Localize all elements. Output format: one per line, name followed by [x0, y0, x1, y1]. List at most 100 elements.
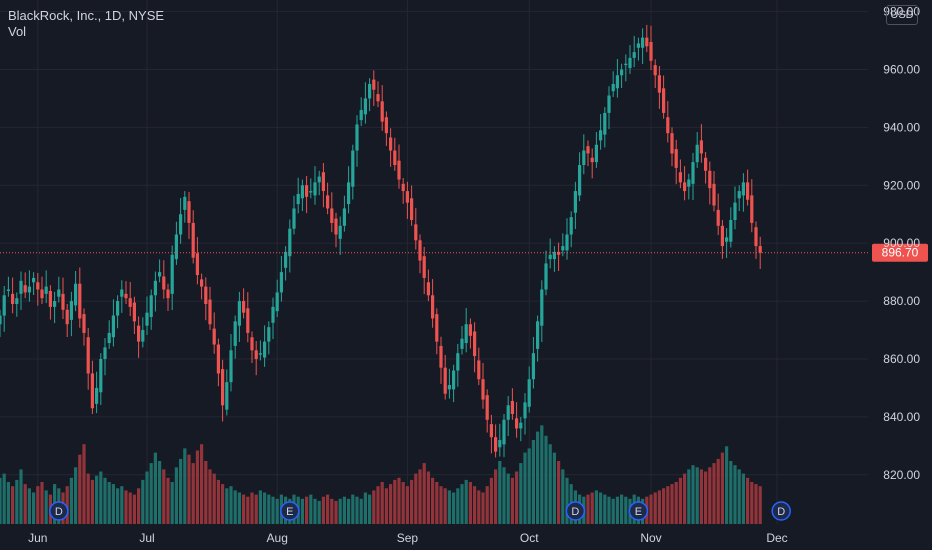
candle-body[interactable] [200, 279, 204, 287]
candle-body[interactable] [389, 137, 393, 151]
price-axis[interactable]: 980.00 960.00 940.00 920.00 900.00 880.00 860.… [883, 5, 920, 482]
candle-body[interactable] [225, 382, 229, 410]
candle-body[interactable] [561, 246, 565, 251]
currency-button[interactable]: USD [886, 5, 918, 25]
candle-body[interactable] [489, 424, 493, 438]
candle-body[interactable] [464, 324, 468, 344]
candle-body[interactable] [296, 193, 300, 205]
candle-body[interactable] [611, 83, 615, 92]
candle-body[interactable] [53, 301, 57, 307]
candle-body[interactable] [40, 289, 44, 299]
candle-body[interactable] [145, 312, 149, 326]
candle-body[interactable] [410, 198, 414, 221]
candle-body[interactable] [414, 224, 418, 241]
dividend-badge[interactable] [49, 501, 69, 521]
candle-body[interactable] [565, 234, 569, 251]
candle-body[interactable] [477, 360, 481, 380]
candle-body[interactable] [15, 298, 19, 304]
candle-body[interactable] [758, 246, 762, 253]
candle-body[interactable] [380, 101, 384, 122]
candle-body[interactable] [741, 182, 745, 196]
candle-body[interactable] [519, 422, 523, 429]
candle-body[interactable] [708, 170, 712, 189]
candle-body[interactable] [179, 214, 183, 235]
candle-body[interactable] [716, 209, 720, 226]
candle-body[interactable] [653, 65, 657, 76]
candle-body[interactable] [527, 379, 531, 407]
candle-body[interactable] [666, 117, 670, 134]
candle-body[interactable] [720, 225, 724, 247]
candle-body[interactable] [204, 286, 208, 304]
candle-body[interactable] [162, 276, 166, 290]
candle-body[interactable] [750, 195, 754, 223]
candle-body[interactable] [137, 325, 141, 342]
candle-body[interactable] [578, 165, 582, 196]
candle-body[interactable] [368, 83, 372, 99]
candle-body[interactable] [636, 43, 640, 48]
candle-body[interactable] [397, 160, 401, 180]
candle-body[interactable] [582, 150, 586, 166]
candle-body[interactable] [355, 124, 359, 151]
candle-body[interactable] [384, 117, 388, 134]
candle-body[interactable] [624, 63, 628, 66]
candle-body[interactable] [536, 321, 540, 349]
candle-body[interactable] [321, 172, 325, 192]
candle-body[interactable] [683, 182, 687, 192]
candle-body[interactable] [284, 251, 288, 268]
candle-body[interactable] [36, 282, 40, 290]
dividend-badge[interactable] [771, 501, 791, 521]
candle-body[interactable] [494, 437, 498, 452]
candle-body[interactable] [678, 172, 682, 183]
candle-body[interactable] [128, 298, 132, 307]
candle-body[interactable] [309, 191, 313, 193]
candle-body[interactable] [351, 150, 355, 187]
candle-body[interactable] [435, 314, 439, 342]
candle-body[interactable] [246, 308, 250, 333]
candle-body[interactable] [99, 358, 103, 393]
candle-body[interactable] [132, 302, 136, 322]
candle-body[interactable] [754, 227, 758, 247]
candle-body[interactable] [263, 341, 267, 358]
candle-body[interactable] [552, 251, 556, 260]
candle-body[interactable] [212, 328, 216, 345]
candle-body[interactable] [300, 185, 304, 199]
candle-body[interactable] [510, 400, 514, 414]
candle-body[interactable] [422, 256, 426, 278]
candle-body[interactable] [103, 347, 107, 359]
candle-body[interactable] [426, 282, 430, 296]
candle-body[interactable] [359, 110, 363, 121]
candle-body[interactable] [439, 345, 443, 368]
candle-body[interactable] [170, 254, 174, 294]
candle-body[interactable] [326, 195, 330, 209]
candle-body[interactable] [746, 182, 750, 200]
candle-body[interactable] [691, 162, 695, 184]
candle-body[interactable] [208, 299, 212, 325]
candle-body[interactable] [317, 176, 321, 183]
candle-body[interactable] [363, 98, 367, 115]
candle-body[interactable] [187, 201, 191, 223]
candle-body[interactable] [57, 289, 61, 297]
candle-body[interactable] [82, 314, 86, 333]
candle-body[interactable] [313, 182, 317, 196]
candle-body[interactable] [473, 331, 477, 357]
candle-body[interactable] [725, 237, 729, 242]
candle-body[interactable] [275, 292, 279, 312]
candle-body[interactable] [292, 208, 296, 229]
candle-body[interactable] [599, 130, 603, 141]
candle-body[interactable] [191, 222, 195, 258]
candle-body[interactable] [0, 315, 2, 325]
candle-body[interactable] [271, 306, 275, 323]
candle-body[interactable] [498, 440, 502, 448]
candle-body[interactable] [2, 295, 6, 316]
candle-body[interactable] [687, 179, 691, 187]
candle-body[interactable] [27, 286, 31, 293]
candle-body[interactable] [338, 225, 342, 239]
candle-body[interactable] [729, 220, 733, 242]
candle-body[interactable] [615, 75, 619, 89]
candle-body[interactable] [712, 183, 716, 206]
candle-body[interactable] [641, 37, 645, 48]
candle-body[interactable] [603, 112, 607, 135]
time-axis[interactable]: Jun Jul Aug Sep Oct Nov Dec [28, 531, 788, 545]
candle-body[interactable] [586, 146, 590, 154]
candle-body[interactable] [485, 395, 489, 420]
